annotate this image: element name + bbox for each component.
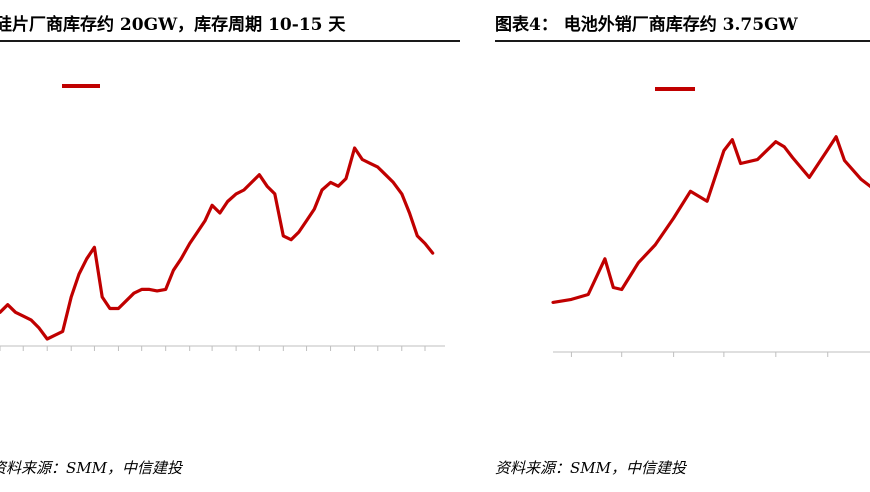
left-source-note: 资料来源：SMM，中信建投 bbox=[0, 459, 182, 477]
right-title-rule bbox=[495, 40, 870, 42]
right-source-note: 资料来源：SMM，中信建投 bbox=[495, 459, 686, 477]
right-line-chart bbox=[551, 87, 870, 357]
left-series-line bbox=[0, 146, 435, 341]
right-series-line bbox=[551, 135, 870, 304]
right-chart-panel: 图表4： 电池外销厂商库存约 3.75GW 资料来源：SMM，中信建投 bbox=[490, 0, 870, 492]
left-chart-panel: 硅片厂商库存约 20GW，库存周期 10-15 天 资料来源：SMM，中信建投 bbox=[0, 15, 460, 477]
left-line-chart bbox=[0, 84, 445, 351]
right-chart-title: 图表4： 电池外销厂商库存约 3.75GW bbox=[495, 15, 798, 35]
left-chart-title: 硅片厂商库存约 20GW，库存周期 10-15 天 bbox=[0, 15, 346, 35]
left-title-rule bbox=[0, 40, 460, 42]
